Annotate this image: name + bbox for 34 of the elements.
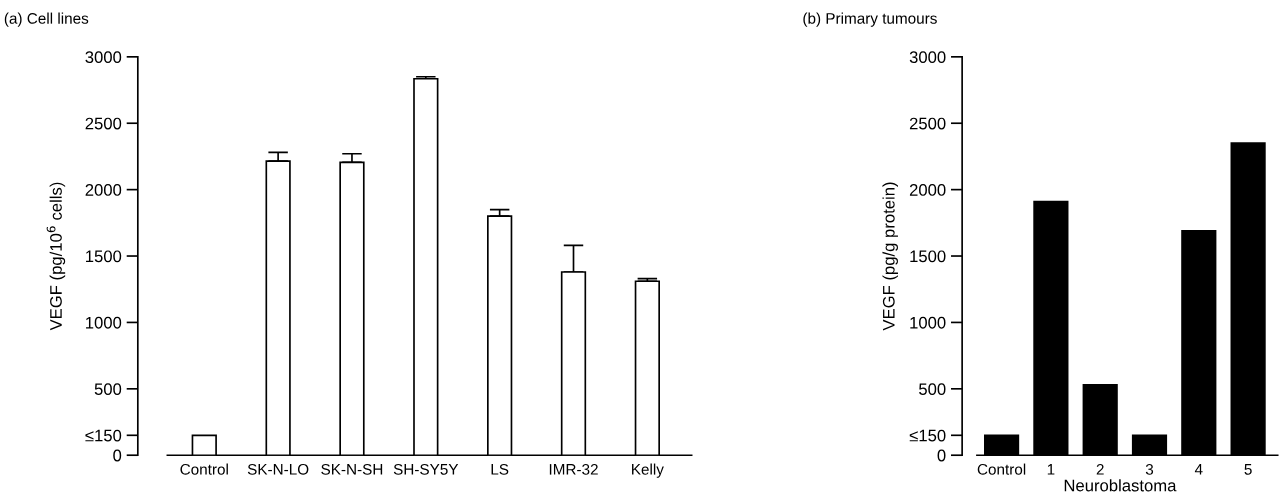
y-tick-label: 3000 — [909, 51, 946, 64]
y-tick-label: 0 — [937, 449, 946, 462]
x-tick-label: IMR-32 — [549, 463, 598, 475]
y-tick-label: 2000 — [85, 184, 122, 196]
x-tick-label: 2 — [1096, 463, 1104, 475]
y-axis-title: VEGF (pg/10$^{6}$ cells) — [46, 182, 66, 331]
x-tick-label: Control — [977, 463, 1026, 475]
x-tick-label: 4 — [1194, 464, 1203, 475]
x-tick-label: SH-SY5Y — [393, 463, 459, 475]
x-tick-label: SK-N-SH — [321, 463, 383, 475]
y-tick-label: 1500 — [910, 250, 946, 263]
y-tick-label: ≤150 — [85, 429, 122, 442]
x-tick-label: LS — [491, 463, 509, 475]
y-tick-label: 500 — [919, 383, 946, 396]
y-tick-label: 2500 — [909, 117, 946, 130]
x-axis-title: Neuroblastoma — [1064, 479, 1177, 492]
y-axis-title: VEGF (pg/g protein) — [882, 182, 898, 331]
y-tick-label: 1500 — [86, 250, 122, 263]
chart-title: (a) Cell lines — [4, 12, 89, 27]
x-tick-label: Kelly — [632, 463, 664, 478]
chart-title: (b) Primary tumours — [803, 12, 937, 27]
x-tick-label: Control — [180, 463, 228, 475]
x-tick-label: SK-N-LO — [247, 463, 309, 475]
y-tick-label: 3000 — [85, 51, 122, 64]
x-tick-label: 3 — [1145, 463, 1154, 475]
y-tick-label: 500 — [94, 383, 122, 396]
x-tick-label: 5 — [1244, 464, 1252, 475]
y-tick-label: 2500 — [85, 117, 122, 130]
y-tick-label: 1000 — [86, 316, 122, 329]
y-tick-label: 0 — [113, 449, 122, 462]
y-tick-label: 2000 — [909, 184, 946, 196]
x-tick-label: 1 — [1047, 464, 1055, 475]
y-tick-label: 1000 — [910, 316, 946, 329]
y-tick-label: ≤150 — [909, 429, 946, 442]
